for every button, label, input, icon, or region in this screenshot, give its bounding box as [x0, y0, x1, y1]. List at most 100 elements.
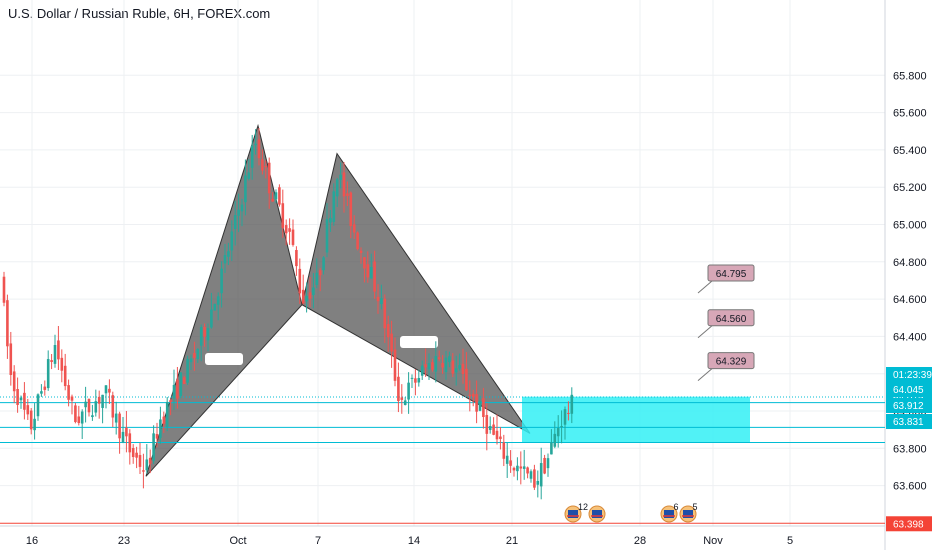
candle-up[interactable] [553, 433, 557, 447]
candle-down[interactable] [482, 398, 485, 418]
candle-down[interactable] [2, 276, 6, 303]
candle-down[interactable] [366, 264, 370, 278]
candle-up[interactable] [420, 365, 424, 376]
candle-up[interactable] [325, 219, 329, 253]
candle-up[interactable] [227, 251, 230, 257]
candle-up[interactable] [94, 401, 98, 413]
candle-down[interactable] [485, 414, 489, 434]
candle-down[interactable] [264, 166, 268, 168]
candle-down[interactable] [108, 388, 111, 393]
candle-down[interactable] [363, 257, 366, 269]
candle-down[interactable] [111, 395, 115, 418]
candle-up[interactable] [84, 401, 87, 408]
candle-up[interactable] [550, 442, 553, 455]
candle-up[interactable] [546, 458, 550, 469]
candle-down[interactable] [393, 349, 397, 381]
target-callout[interactable] [707, 352, 755, 370]
candle-down[interactable] [193, 353, 196, 358]
candle-down[interactable] [437, 357, 441, 360]
candle-up[interactable] [216, 296, 220, 305]
candle-up[interactable] [315, 272, 319, 285]
candle-up[interactable] [172, 384, 176, 399]
candle-down[interactable] [155, 433, 159, 439]
candle-down[interactable] [346, 193, 349, 196]
candle-down[interactable] [60, 357, 64, 371]
candle-up[interactable] [230, 231, 234, 251]
candle-up[interactable] [488, 426, 492, 430]
candle-up[interactable] [329, 217, 332, 223]
candle-down[interactable] [359, 250, 363, 253]
candle-up[interactable] [529, 471, 533, 479]
candle-down[interactable] [138, 455, 142, 467]
candle-up[interactable] [33, 418, 36, 431]
candle-down[interactable] [182, 377, 186, 384]
candle-up[interactable] [213, 303, 217, 311]
economic-events[interactable]: 12 6 5 [564, 502, 698, 523]
candle-up[interactable] [560, 426, 563, 428]
candle-up[interactable] [210, 309, 213, 328]
candle-down[interactable] [502, 442, 506, 459]
candle-up[interactable] [339, 174, 342, 180]
candle-down[interactable] [318, 270, 322, 276]
candle-up[interactable] [434, 355, 438, 372]
candle-up[interactable] [233, 215, 237, 229]
candle-down[interactable] [77, 416, 81, 424]
candle-up[interactable] [40, 391, 43, 394]
harmonic-pattern-triangle[interactable] [145, 123, 303, 477]
candle-down[interactable] [495, 430, 499, 440]
candle-up[interactable] [516, 465, 519, 472]
candle-up[interactable] [179, 372, 183, 396]
candle-down[interactable] [414, 378, 417, 383]
candle-up[interactable] [448, 356, 451, 363]
candle-down[interactable] [57, 340, 60, 360]
candle-up[interactable] [369, 266, 373, 279]
candle-down[interactable] [284, 225, 288, 234]
candle-up[interactable] [152, 433, 155, 461]
candle-up[interactable] [407, 382, 410, 400]
candle-down[interactable] [298, 268, 302, 294]
candle-up[interactable] [454, 368, 458, 373]
candle-down[interactable] [12, 371, 16, 392]
candle-down[interactable] [267, 162, 271, 194]
candle-up[interactable] [247, 172, 251, 179]
candle-up[interactable] [223, 255, 227, 264]
harmonic-pattern-triangle[interactable] [301, 152, 531, 434]
candle-down[interactable] [386, 324, 390, 338]
candle-down[interactable] [23, 392, 26, 410]
candle-up[interactable] [36, 394, 40, 417]
candle-up[interactable] [274, 192, 278, 200]
candle-up[interactable] [444, 357, 448, 373]
candle-down[interactable] [526, 467, 529, 474]
candle-up[interactable] [220, 268, 223, 294]
candle-down[interactable] [424, 364, 427, 368]
candle-up[interactable] [417, 377, 421, 383]
candle-up[interactable] [159, 419, 162, 438]
candle-down[interactable] [70, 396, 74, 401]
candle-down[interactable] [67, 385, 70, 400]
candle-down[interactable] [475, 394, 478, 412]
candle-up[interactable] [240, 204, 244, 212]
candle-down[interactable] [118, 413, 121, 439]
candle-down[interactable] [281, 203, 285, 228]
candle-down[interactable] [257, 139, 261, 159]
candle-up[interactable] [254, 143, 257, 146]
candle-down[interactable] [142, 470, 145, 472]
candle-down[interactable] [278, 187, 281, 205]
candle-down[interactable] [43, 386, 47, 390]
candle-up[interactable] [145, 459, 149, 471]
candle-up[interactable] [522, 466, 526, 469]
candle-down[interactable] [203, 326, 206, 337]
candle-down[interactable] [50, 360, 53, 362]
candle-down[interactable] [512, 467, 516, 471]
candle-up[interactable] [53, 345, 57, 364]
candle-down[interactable] [301, 289, 305, 304]
candle-up[interactable] [189, 358, 193, 363]
candle-up[interactable] [427, 363, 431, 370]
candle-down[interactable] [533, 469, 536, 488]
candle-down[interactable] [356, 232, 359, 250]
candle-up[interactable] [478, 400, 482, 411]
candle-down[interactable] [26, 405, 30, 415]
candle-down[interactable] [6, 300, 9, 347]
candle-up[interactable] [563, 409, 567, 425]
candle-up[interactable] [335, 179, 339, 197]
